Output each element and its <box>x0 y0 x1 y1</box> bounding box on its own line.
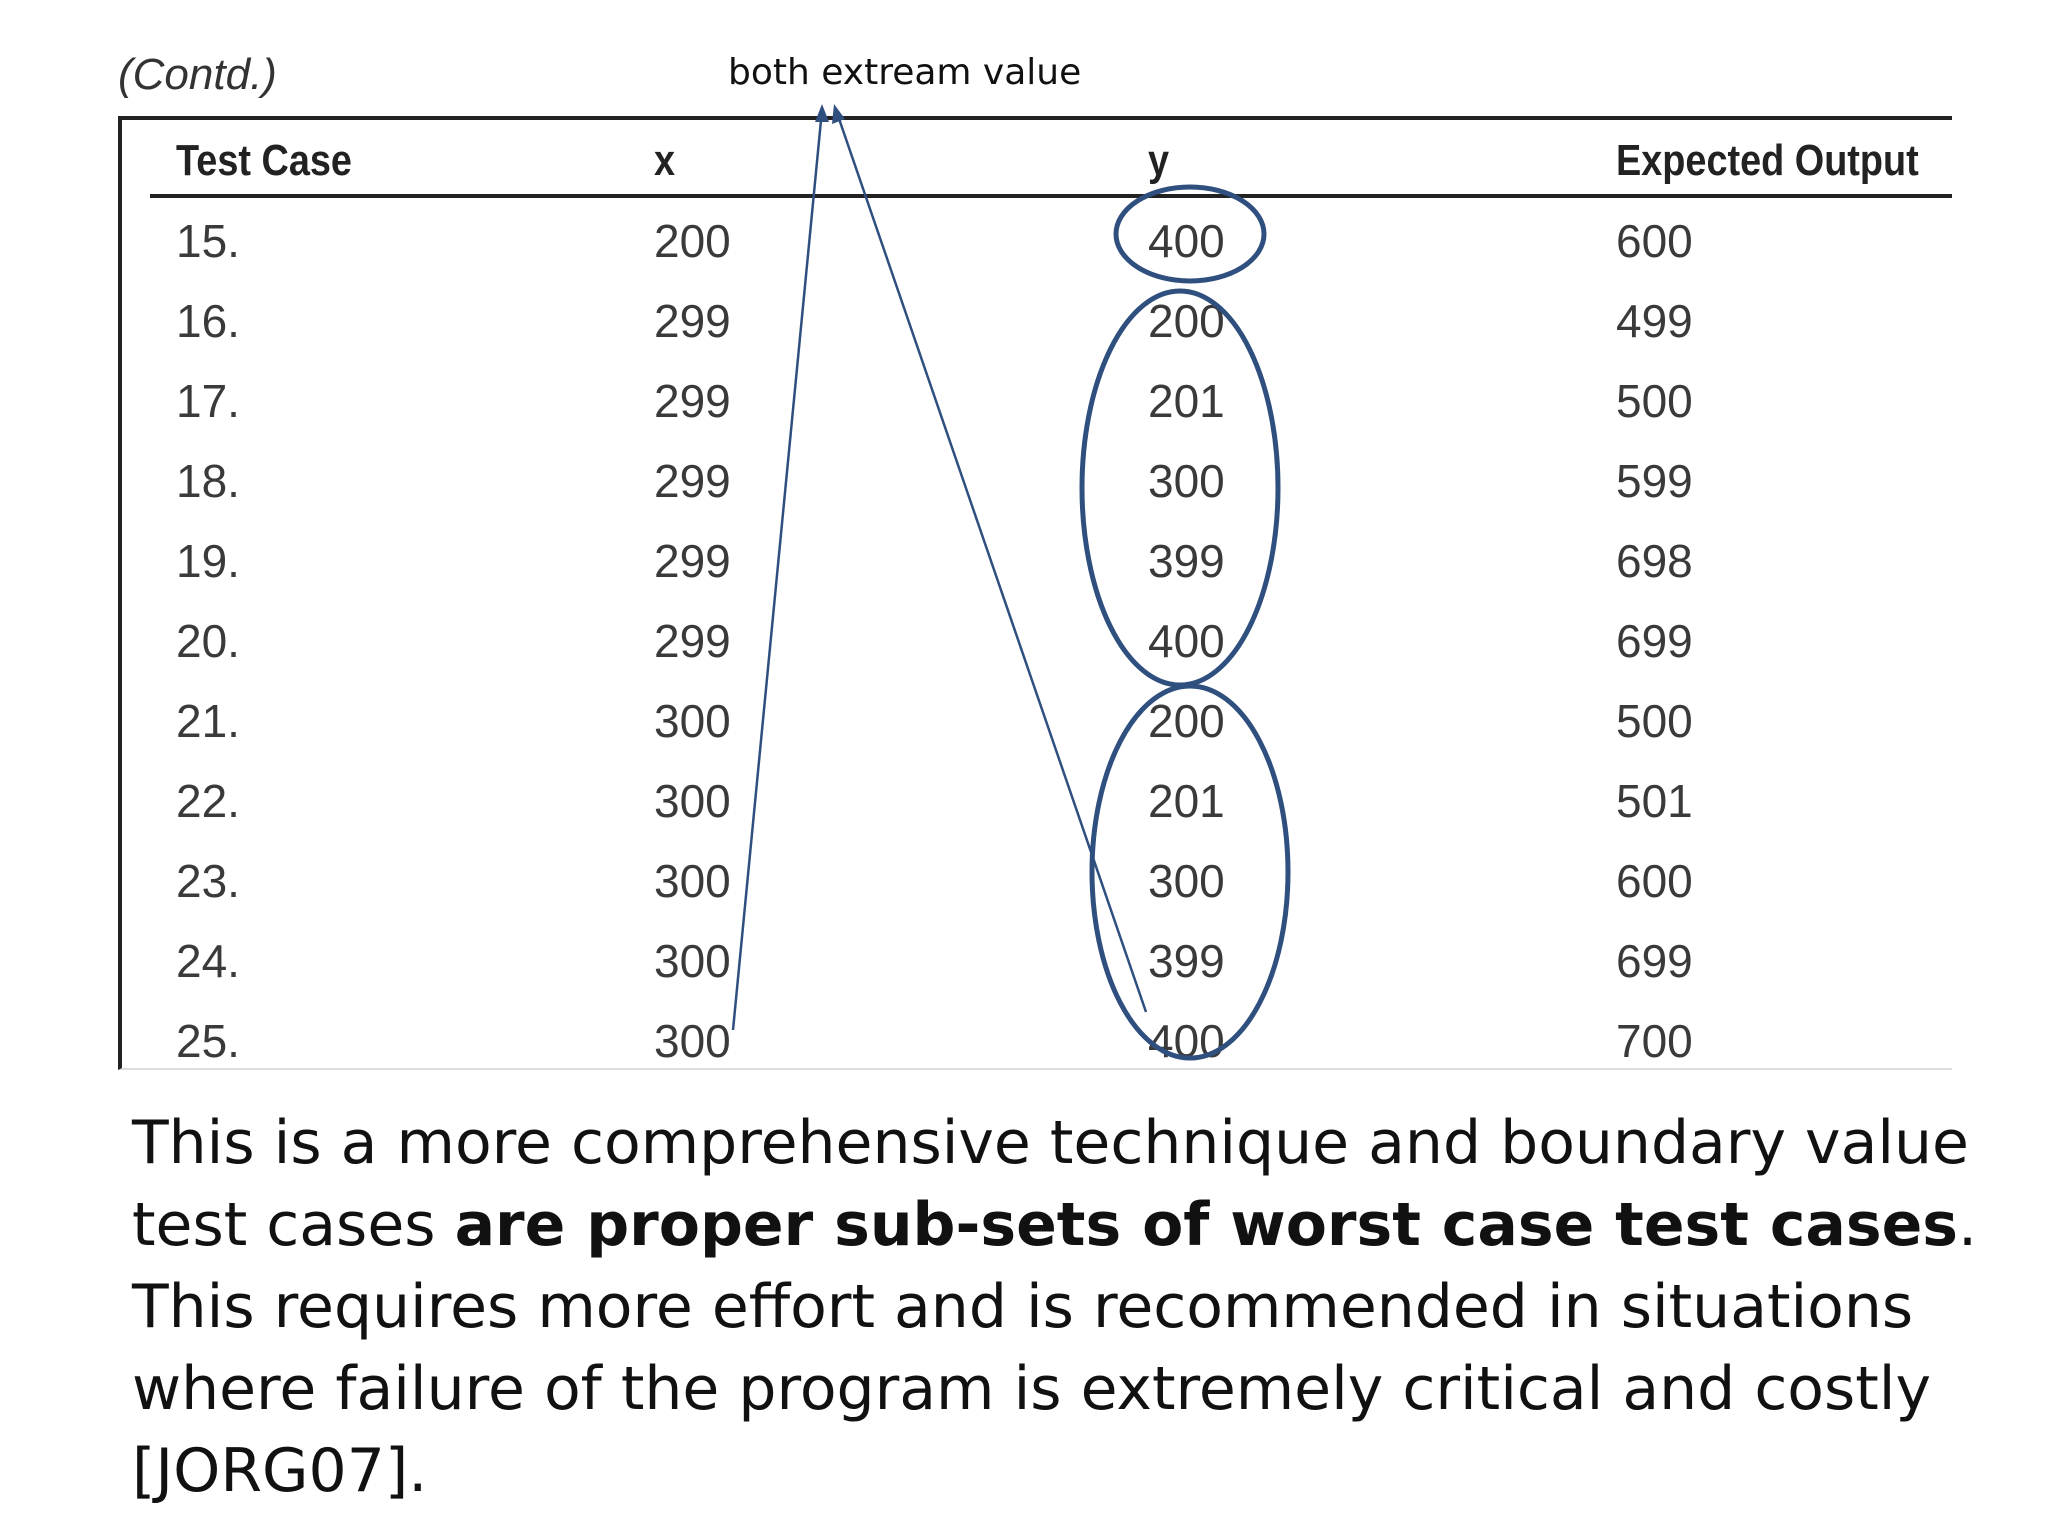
cell-test-case: 19. <box>176 535 240 587</box>
cell-y: 399 <box>1148 535 1225 587</box>
cell-test-case: 16. <box>176 295 240 347</box>
cell-expected-output: 600 <box>1616 215 1693 267</box>
body-text: This is a more comprehensive technique a… <box>132 1102 1992 1512</box>
paragraph-1: This is a more comprehensive technique a… <box>132 1102 1992 1266</box>
cell-expected-output: 699 <box>1616 615 1693 667</box>
cell-y: 200 <box>1148 695 1225 747</box>
cell-expected-output: 600 <box>1616 855 1693 907</box>
cell-test-case: 24. <box>176 935 240 987</box>
cell-test-case: 21. <box>176 695 240 747</box>
paragraph-2: This requires more effort and is recomme… <box>132 1272 1931 1506</box>
cell-test-case: 25. <box>176 1015 240 1067</box>
cell-y: 400 <box>1148 215 1225 267</box>
cell-x: 300 <box>654 1015 731 1067</box>
cell-x: 299 <box>654 615 731 667</box>
cell-y: 200 <box>1148 295 1225 347</box>
header-expected-output: Expected Output <box>1616 136 1919 185</box>
header-test-case: Test Case <box>176 136 352 185</box>
paragraph-1-start: This is a more comprehensive technique a… <box>132 1108 1969 1260</box>
cell-y: 300 <box>1148 455 1225 507</box>
paragraph-1-bold: are proper sub-sets of worst case test c… <box>454 1190 1958 1260</box>
cell-test-case: 23. <box>176 855 240 907</box>
cell-test-case: 20. <box>176 615 240 667</box>
cell-x: 300 <box>654 935 731 987</box>
cell-y: 400 <box>1148 615 1225 667</box>
cell-x: 299 <box>654 535 731 587</box>
continued-label: (Contd.) <box>118 50 277 99</box>
cell-x: 299 <box>654 295 731 347</box>
cell-expected-output: 500 <box>1616 695 1693 747</box>
cell-y: 400 <box>1148 1015 1225 1067</box>
cell-x: 299 <box>654 455 731 507</box>
header-y: y <box>1148 136 1170 185</box>
cell-y: 201 <box>1148 775 1225 827</box>
cell-test-case: 18. <box>176 455 240 507</box>
cell-expected-output: 699 <box>1616 935 1693 987</box>
cell-expected-output: 599 <box>1616 455 1693 507</box>
paragraph-1-end: . <box>1958 1190 1978 1260</box>
header-x: x <box>654 136 676 185</box>
cell-test-case: 17. <box>176 375 240 427</box>
cell-expected-output: 501 <box>1616 775 1693 827</box>
annotation-label: both extream value <box>728 52 1082 93</box>
cell-x: 200 <box>654 215 731 267</box>
cell-test-case: 15. <box>176 215 240 267</box>
cell-x: 300 <box>654 855 731 907</box>
cell-x: 300 <box>654 695 731 747</box>
cell-expected-output: 700 <box>1616 1015 1693 1067</box>
cell-expected-output: 499 <box>1616 295 1693 347</box>
cell-y: 399 <box>1148 935 1225 987</box>
cell-expected-output: 500 <box>1616 375 1693 427</box>
cell-y: 300 <box>1148 855 1225 907</box>
cell-y: 201 <box>1148 375 1225 427</box>
cell-x: 300 <box>654 775 731 827</box>
cell-expected-output: 698 <box>1616 535 1693 587</box>
cell-test-case: 22. <box>176 775 240 827</box>
cell-x: 299 <box>654 375 731 427</box>
header-rule <box>150 194 1952 198</box>
